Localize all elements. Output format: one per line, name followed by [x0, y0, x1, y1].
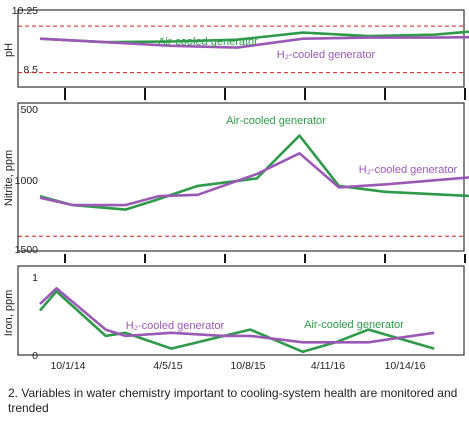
- figure-caption: 2. Variables in water chemistry importan…: [8, 386, 458, 415]
- y-tick-label: 8.5: [23, 64, 38, 76]
- series-annotation: H₂-cooled generator: [359, 164, 458, 176]
- y-tick-label: 1: [32, 272, 38, 284]
- x-tick-label: 10/14/16: [385, 360, 426, 372]
- x-tick-label: 4/5/15: [153, 360, 182, 372]
- series-line-h2-cooled: [39, 286, 435, 344]
- y-tick-label: 1000: [15, 175, 39, 187]
- series-annotation: H₂-cooled generator: [126, 320, 225, 332]
- series-annotation: H₂-cooled generator: [277, 49, 376, 61]
- y-axis-label: pH: [3, 43, 15, 57]
- x-tick-label: 4/11/16: [311, 360, 345, 372]
- series-line-h2-cooled: [39, 35, 469, 49]
- series-annotation: Air-cooled generator: [158, 36, 258, 48]
- y-axis-label: Iron, ppm: [3, 290, 15, 336]
- y-axis-label: Nitrite, ppm: [3, 150, 15, 206]
- series-line-air-cooled: [39, 134, 469, 211]
- x-tick-label: 10/8/15: [230, 360, 265, 372]
- x-tick-label: 10/1/14: [50, 360, 85, 372]
- y-tick-label: 10.25: [12, 5, 38, 17]
- series-line-air-cooled: [39, 30, 469, 44]
- panel-frame: [17, 265, 465, 356]
- y-tick-label: 0: [32, 350, 38, 362]
- series-annotation: Air-cooled generator: [304, 319, 404, 331]
- y-tick-label: 1500: [15, 244, 39, 256]
- y-tick-label: 500: [20, 104, 38, 116]
- series-line-h2-cooled: [39, 152, 469, 207]
- panel-frame: [17, 9, 465, 88]
- series-annotation: Air-cooled generator: [226, 115, 326, 127]
